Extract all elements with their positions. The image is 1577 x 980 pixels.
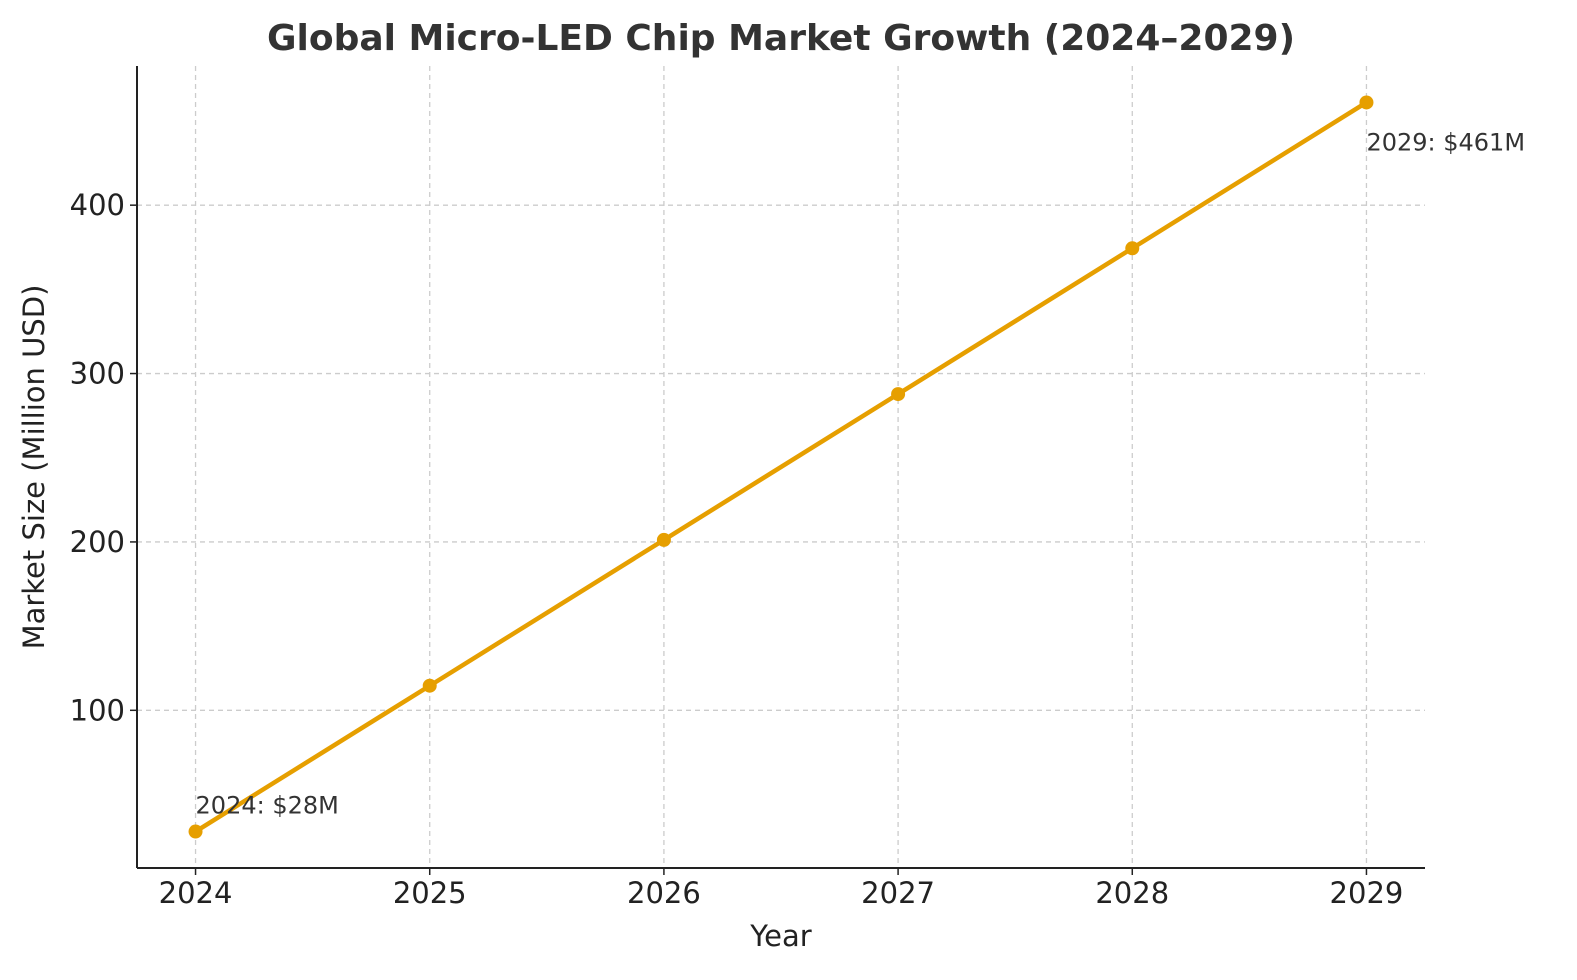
x-axis-label: Year <box>749 919 811 953</box>
x-tick-label: 2024 <box>159 876 233 910</box>
x-tick-label: 2026 <box>627 876 701 910</box>
y-tick-label: 100 <box>70 693 125 727</box>
x-tick-label: 2029 <box>1330 876 1404 910</box>
y-axis-label: Market Size (Million USD) <box>17 285 51 650</box>
data-annotation: 2024: $28M <box>196 792 339 820</box>
y-tick-label: 400 <box>70 188 125 222</box>
y-tick-label: 300 <box>70 357 125 391</box>
data-point <box>188 824 203 839</box>
x-tick-label: 2028 <box>1095 876 1169 910</box>
chart-title: Global Micro-LED Chip Market Growth (202… <box>267 18 1295 59</box>
x-tick-label: 2027 <box>861 876 935 910</box>
x-tick-label: 2025 <box>393 876 467 910</box>
data-point <box>1359 95 1374 110</box>
data-annotation: 2029: $461M <box>1366 128 1525 156</box>
y-tick-label: 200 <box>70 525 125 559</box>
data-point <box>422 678 437 693</box>
series-line <box>194 100 1368 834</box>
data-point <box>656 532 671 547</box>
data-point <box>891 387 906 402</box>
data-point <box>1125 241 1140 256</box>
